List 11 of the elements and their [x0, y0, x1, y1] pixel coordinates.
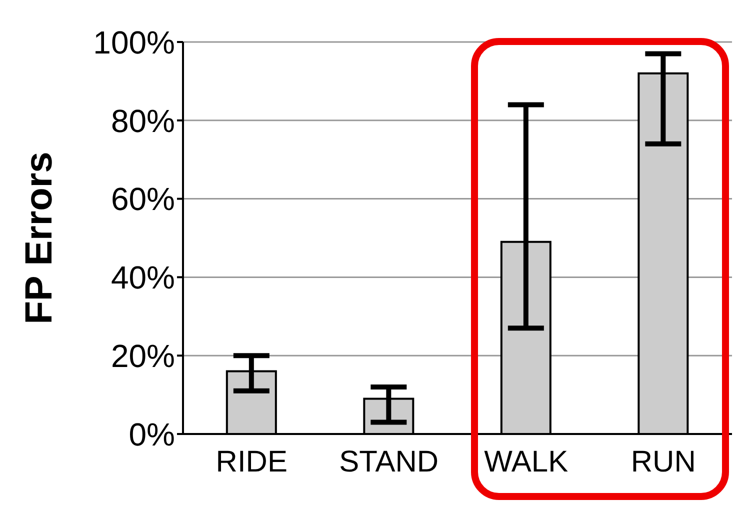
x-tick-label: WALK	[484, 445, 568, 478]
y-tick-label: 20%	[110, 338, 175, 374]
x-tick-label: RIDE	[216, 445, 288, 478]
y-tick-label: 80%	[110, 102, 175, 139]
x-tick-label: STAND	[339, 445, 439, 478]
y-tick-label: 100%	[93, 24, 175, 60]
y-tick-label: 0%	[128, 416, 175, 452]
y-tick-label: 40%	[110, 260, 175, 296]
y-axis-title: FP Errors	[18, 152, 60, 324]
x-tick-label: RUN	[630, 445, 696, 478]
y-tick-label: 60%	[110, 181, 175, 218]
